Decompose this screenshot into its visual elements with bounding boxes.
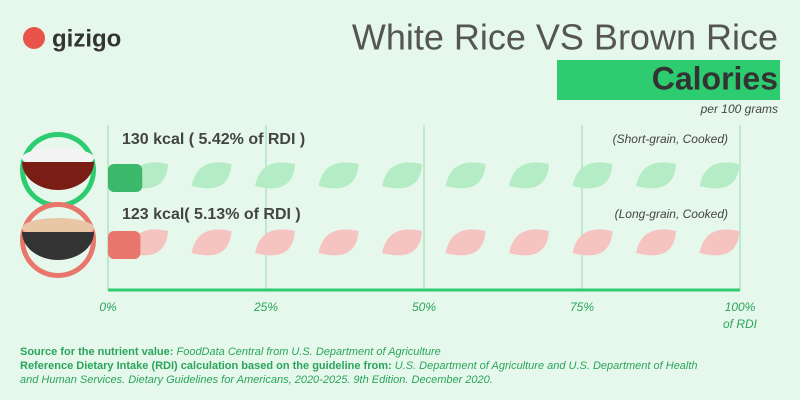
footnote-label: Reference Dietary Intake (RDI) calculati… [20,360,392,372]
leaf-icon [445,162,486,189]
x-tick-label: 75% [570,300,594,314]
note: per 100 grams [700,102,778,116]
value-label: 130 kcal ( 5.42% of RDI ) [122,131,305,148]
value-label: 123 kcal( 5.13% of RDI ) [122,206,301,223]
chart-subtitle: Calories [652,60,778,96]
footnote-label: Source for the nutrient value: [20,346,174,358]
footnote-text: U.S. Department of Agriculture and U.S. … [20,360,698,386]
leaf-icon [636,229,676,256]
bar [108,164,143,192]
leaf-icon [572,229,613,256]
leaf-icon [191,162,232,189]
bowl-white [20,132,96,208]
leaf-icon [445,229,486,256]
logo-icon [23,27,45,49]
leaf-icon [699,162,740,189]
x-tick-label: 50% [412,300,436,314]
leaf-icon [382,229,422,256]
leaf-icon [382,162,422,189]
x-tick-label: 100% [725,300,756,314]
leaf-icon [255,229,295,256]
x-axis-label: of RDI [723,317,758,331]
leaf-icon [572,162,613,189]
x-tick-label: 25% [253,300,278,314]
leaf-icon [509,229,549,256]
leaf-icon [318,162,359,189]
leaf-icon [318,229,359,256]
bowl-brown [20,202,96,278]
footnote: Reference Dietary Intake (RDI) calculati… [20,359,700,387]
leaf-icon [255,162,295,189]
subtitle-box [557,60,780,100]
leaf-icon [699,229,740,256]
footnotes: Source for the nutrient value: FoodData … [20,345,700,387]
footnote: Source for the nutrient value: FoodData … [20,345,700,359]
chart-title: White Rice VS Brown Rice [352,17,778,58]
leaf-icon [636,162,676,189]
bar [108,231,141,259]
footnote-text: FoodData Central from U.S. Department of… [176,346,441,358]
brand: gizigo [52,25,121,52]
category-label: (Short-grain, Cooked) [613,132,728,146]
leaf-icon [191,229,232,256]
x-tick-label: 0% [99,300,117,314]
category-label: (Long-grain, Cooked) [615,207,728,221]
leaf-icon [509,162,549,189]
